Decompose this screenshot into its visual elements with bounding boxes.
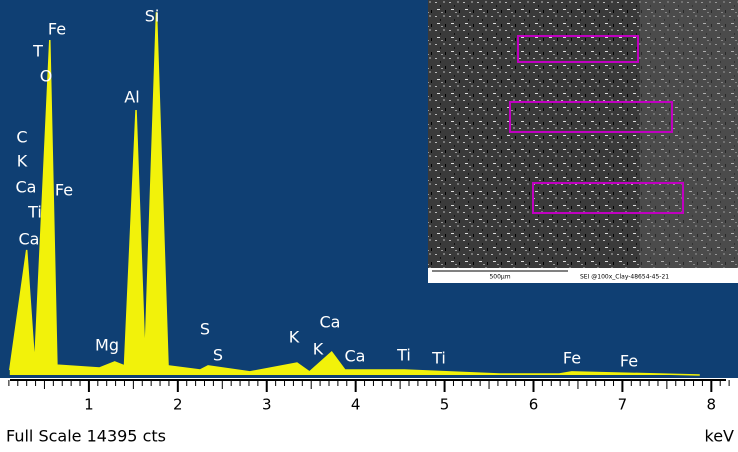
x-tick-label: 6 [529,396,539,414]
peak-label: Ca [320,313,341,332]
peak-label: Ca [345,347,366,366]
scale-label: 500µm [489,274,510,281]
peak-label: Ca [19,230,40,249]
ruler [8,380,730,389]
roi-box [509,101,673,133]
sem-image [428,0,738,268]
peak-label: S [213,346,223,365]
peak-label: C [16,128,27,147]
peak-label: K [289,328,300,347]
peak-label: Fe [55,181,73,200]
roi-box [517,35,639,63]
peak-label: S [200,320,210,339]
x-tick-label: 1 [84,396,94,414]
peak-label: K [313,340,324,359]
x-tick-label: 3 [262,396,272,414]
sem-caption: SEI @100x_Clay-48654-45-21 [580,274,669,281]
peak-label: Fe [620,352,638,371]
peak-label: Mg [95,336,119,355]
peak-label: K [17,152,28,171]
x-tick-label: 2 [173,396,183,414]
spectrum [9,12,700,376]
footer: Full Scale 14395 cts [6,427,166,446]
x-tick-label: 5 [440,396,450,414]
sem-inset: 500µm SEI @100x_Clay-48654-45-21 [428,0,738,283]
peak-label: Ti [27,203,42,222]
x-tick-label: 4 [351,396,361,414]
x-unit: keV [705,427,735,446]
peak-label: T [32,42,43,61]
sem-bright-region [640,0,738,268]
peak-label: Fe [563,349,581,368]
peak-label: O [40,67,53,86]
peak-label: Al [124,88,139,107]
peak-label: Fe [48,20,66,39]
roi-box [532,182,684,214]
peak-label: Ti [431,349,446,368]
peak-label: Ca [16,178,37,197]
sem-caption-bar [428,268,738,283]
peak-label: Ti [396,346,411,365]
x-tick-label: 8 [707,396,717,414]
peak-label: Si [145,7,160,26]
x-tick-label: 7 [618,396,628,414]
